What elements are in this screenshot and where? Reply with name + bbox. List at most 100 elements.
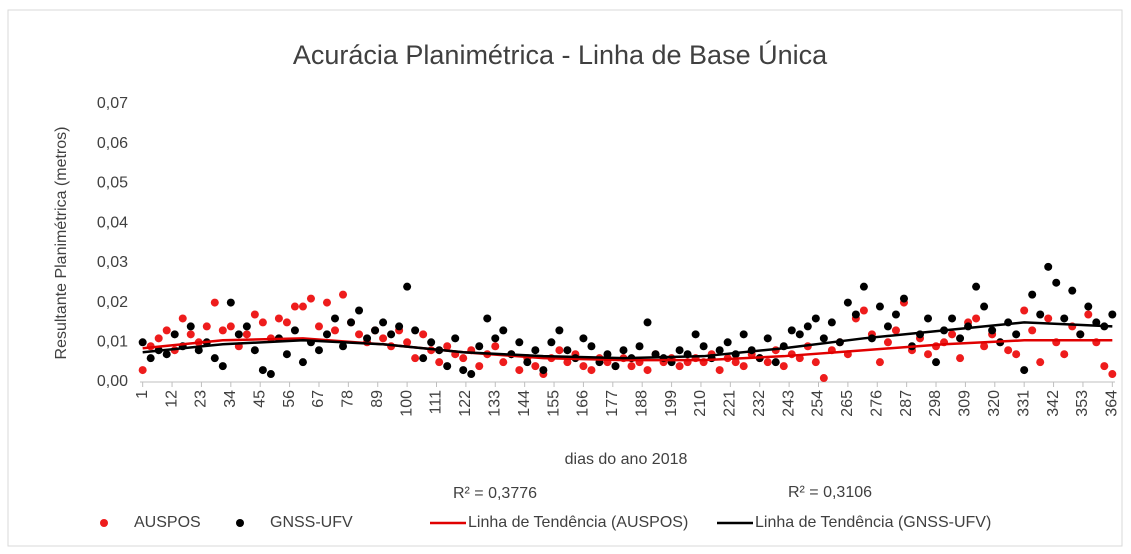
data-point: [218, 362, 227, 371]
data-point: [980, 302, 989, 311]
data-point: [932, 358, 941, 367]
data-point: [499, 326, 508, 335]
data-point: [547, 338, 556, 347]
data-point: [290, 326, 299, 335]
data-point: [355, 330, 364, 339]
data-point: [891, 326, 900, 335]
data-point: [218, 326, 227, 335]
x-tick-label: 199: [663, 390, 680, 417]
data-point: [419, 330, 428, 339]
data-point: [988, 326, 997, 335]
data-point: [194, 346, 203, 355]
data-point: [403, 282, 412, 291]
data-point: [138, 338, 147, 347]
data-point: [803, 322, 812, 331]
data-point: [763, 334, 772, 343]
x-axis-label: dias do ano 2018: [565, 451, 688, 468]
x-tick-label: 276: [868, 390, 885, 417]
x-tick-label: 265: [839, 390, 856, 417]
annotation: R² = 0,3106: [788, 484, 872, 501]
data-point: [459, 354, 468, 363]
data-point: [1020, 306, 1029, 315]
data-point: [331, 314, 339, 323]
x-tick-label: 287: [898, 390, 915, 417]
data-point: [899, 294, 908, 303]
y-tick-label: 0,01: [97, 334, 128, 351]
data-point: [643, 366, 652, 375]
y-tick-label: 0,05: [97, 175, 128, 192]
data-point: [723, 338, 732, 347]
data-point: [675, 362, 684, 371]
data-point: [883, 322, 892, 331]
x-tick-label: 67: [310, 390, 327, 408]
data-point: [258, 366, 267, 375]
data-point: [234, 330, 243, 339]
x-tick-label: 1: [134, 390, 151, 399]
data-point: [627, 362, 636, 371]
x-tick-label: 166: [575, 390, 592, 417]
data-point: [555, 326, 564, 335]
data-point: [611, 362, 620, 371]
data-point: [154, 334, 163, 343]
x-tick-label: 12: [163, 390, 180, 408]
x-tick-label: 144: [516, 390, 533, 417]
data-point: [427, 338, 436, 347]
data-point: [290, 302, 299, 311]
trend-line: [142, 321, 1113, 360]
chart-border: [7, 9, 1123, 547]
data-point: [819, 334, 828, 343]
data-point: [579, 334, 588, 343]
x-tick-label: 221: [722, 390, 739, 417]
data-point: [1020, 366, 1029, 375]
data-point: [1036, 310, 1045, 319]
data-point: [956, 354, 965, 363]
x-tick-label: 122: [457, 390, 474, 417]
data-point: [859, 282, 868, 291]
data-point: [250, 310, 259, 319]
data-point: [956, 334, 965, 343]
y-tick-label: 0,07: [97, 95, 128, 112]
data-point: [1108, 310, 1117, 319]
data-point: [515, 366, 524, 375]
data-point: [859, 306, 868, 315]
data-point: [162, 326, 171, 335]
annotation: R² = 0,3776: [453, 485, 537, 502]
x-tick-label: 298: [927, 390, 944, 417]
data-point: [691, 330, 700, 339]
data-point: [242, 322, 251, 331]
data-point: [827, 318, 836, 327]
data-point: [178, 314, 187, 323]
data-point: [1100, 362, 1109, 371]
data-point: [811, 314, 820, 323]
data-point: [1076, 330, 1085, 339]
x-tick-label: 320: [986, 390, 1003, 417]
legend-label: Linha de Tendência (AUSPOS): [468, 514, 688, 531]
data-point: [787, 326, 796, 335]
data-point: [1004, 346, 1013, 355]
x-tick-label: 45: [251, 390, 268, 408]
x-tick-label: 155: [545, 390, 562, 417]
data-point: [563, 346, 572, 355]
x-tick-label: 188: [633, 390, 650, 417]
data-point: [883, 338, 892, 347]
data-point: [1044, 314, 1053, 323]
data-point: [1108, 370, 1117, 379]
data-point: [699, 342, 708, 351]
data-point: [739, 330, 748, 339]
data-point: [587, 366, 596, 375]
data-point: [250, 346, 259, 355]
data-point: [274, 314, 283, 323]
data-point: [298, 358, 307, 367]
data-point: [379, 318, 388, 327]
x-tick-label: 23: [193, 390, 210, 408]
data-point: [924, 350, 933, 359]
data-point: [779, 362, 788, 371]
data-point: [483, 314, 492, 323]
data-point: [499, 358, 508, 367]
data-point: [467, 370, 476, 379]
x-tick-label: 111: [428, 390, 445, 414]
x-tick-label: 100: [398, 390, 415, 417]
data-point: [258, 318, 267, 327]
data-point: [282, 318, 291, 327]
chart-title: Acurácia Planimétrica - Linha de Base Ún…: [293, 39, 828, 70]
